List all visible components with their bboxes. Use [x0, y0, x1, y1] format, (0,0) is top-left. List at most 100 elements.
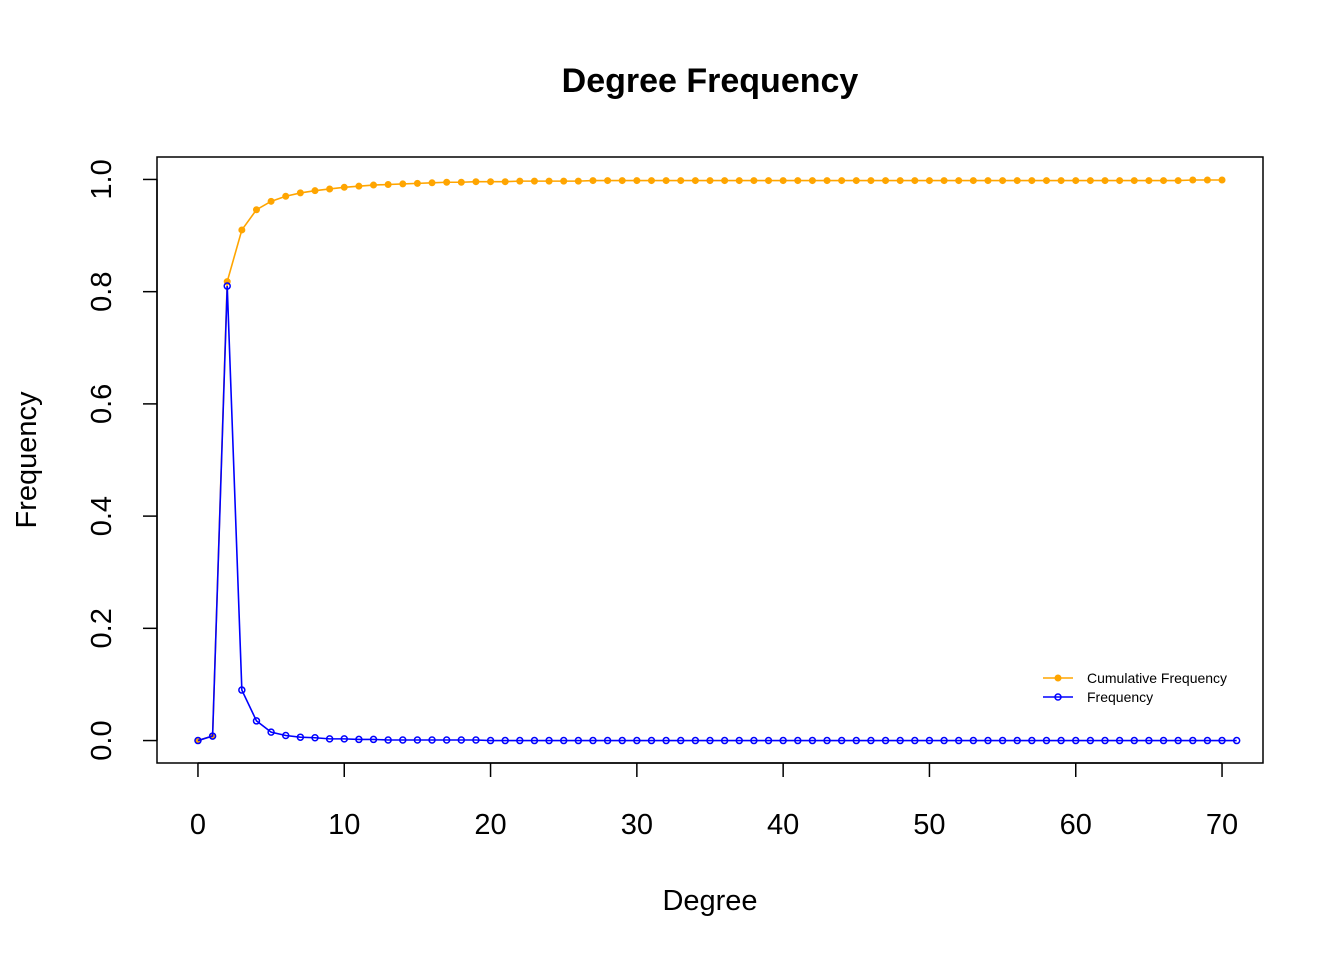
data-point-frequency [720, 736, 729, 745]
data-point-cumulative-frequency [765, 177, 773, 185]
data-point-cumulative-frequency [808, 177, 816, 185]
y-axis-label: Frequency [11, 391, 43, 529]
data-point-cumulative-frequency [984, 177, 992, 185]
data-point-cumulative-frequency [472, 178, 480, 186]
data-point-frequency [384, 736, 392, 744]
data-point-frequency [998, 736, 1007, 745]
data-point-frequency [325, 735, 334, 743]
data-point-cumulative-frequency [1013, 177, 1021, 185]
data-point-cumulative-frequency [955, 177, 963, 185]
data-point-cumulative-frequency [1218, 176, 1226, 184]
data-point-cumulative-frequency [457, 178, 465, 186]
data-point-frequency [1028, 736, 1036, 745]
data-point-frequency [457, 736, 466, 744]
data-point-frequency [545, 736, 553, 745]
data-point-cumulative-frequency [1203, 176, 1211, 184]
data-point-cumulative-frequency [750, 177, 758, 185]
data-point-frequency [852, 736, 861, 745]
data-point-frequency [1115, 736, 1124, 745]
data-point-frequency [399, 736, 407, 744]
data-point-frequency [516, 736, 524, 745]
data-point-cumulative-frequency [589, 177, 597, 185]
data-point-cumulative-frequency [443, 178, 451, 186]
data-point-cumulative-frequency [1160, 177, 1168, 185]
data-point-frequency [823, 736, 831, 745]
data-point-frequency [1203, 736, 1212, 745]
data-point-frequency [1232, 736, 1241, 745]
data-point-cumulative-frequency [1101, 177, 1109, 185]
data-point-cumulative-frequency [238, 226, 246, 234]
data-point-cumulative-frequency [1189, 176, 1197, 184]
data-point-frequency [794, 736, 802, 745]
data-point-cumulative-frequency [1057, 177, 1065, 185]
legend-marker-frequency [1054, 693, 1062, 701]
data-point-frequency [296, 733, 305, 741]
series-cumulative-frequency [194, 176, 1226, 745]
data-point-cumulative-frequency [721, 177, 729, 185]
data-point-frequency [881, 736, 890, 745]
data-point-cumulative-frequency [282, 192, 290, 200]
data-point-frequency [574, 736, 583, 745]
data-point-cumulative-frequency [1130, 177, 1138, 185]
data-point-frequency [1013, 736, 1021, 745]
legend: Cumulative Frequency Frequency [1043, 670, 1227, 705]
data-point-cumulative-frequency [487, 178, 495, 186]
data-point-cumulative-frequency [399, 180, 407, 188]
y-tick-label: 1.0 [86, 159, 118, 199]
data-point-frequency [1101, 736, 1109, 745]
data-point-frequency [647, 736, 656, 745]
data-point-frequency [530, 736, 539, 745]
chart-title: Degree Frequency [562, 62, 859, 100]
data-point-frequency [706, 736, 714, 745]
data-point-cumulative-frequency [1086, 177, 1094, 185]
data-point-cumulative-frequency [501, 178, 509, 186]
data-point-frequency [676, 736, 685, 745]
data-point-cumulative-frequency [1028, 177, 1036, 185]
data-point-cumulative-frequency [896, 177, 904, 185]
x-tick-label: 10 [328, 809, 360, 841]
y-tick-label: 0.6 [86, 384, 118, 424]
y-tick-label: 0.8 [86, 272, 118, 312]
data-point-cumulative-frequency [1116, 177, 1124, 185]
data-point-frequency [837, 736, 846, 745]
data-point-cumulative-frequency [1042, 177, 1050, 185]
x-tick-label: 60 [1060, 809, 1092, 841]
y-axis: 0.0 0.2 0.4 0.6 0.8 1.0 [86, 159, 158, 761]
data-point-frequency [1086, 736, 1095, 745]
data-point-frequency [735, 736, 744, 745]
data-point-cumulative-frequency [1072, 177, 1080, 185]
data-point-frequency [369, 735, 378, 744]
series-frequency [194, 282, 1241, 745]
data-point-frequency [954, 736, 963, 745]
data-point-frequency [1174, 736, 1182, 745]
data-point-frequency [1189, 736, 1197, 745]
data-point-frequency [1159, 736, 1168, 745]
data-point-frequency [442, 736, 451, 744]
series-layer [194, 176, 1241, 745]
data-point-cumulative-frequency [794, 177, 802, 185]
data-point-cumulative-frequency [852, 177, 860, 185]
data-point-frequency [589, 736, 597, 745]
data-point-cumulative-frequency [911, 177, 919, 185]
data-point-frequency [969, 736, 978, 745]
x-tick-label: 70 [1206, 809, 1238, 841]
data-point-cumulative-frequency [618, 177, 626, 185]
data-point-cumulative-frequency [1174, 177, 1182, 185]
data-point-frequency [355, 735, 363, 744]
data-point-cumulative-frequency [940, 177, 948, 185]
data-point-frequency [940, 736, 948, 745]
data-point-frequency [618, 736, 626, 745]
data-point-cumulative-frequency [706, 177, 714, 185]
data-point-cumulative-frequency [633, 177, 641, 185]
data-point-frequency [896, 736, 904, 745]
data-point-frequency [764, 736, 773, 745]
data-point-cumulative-frequency [428, 179, 436, 187]
data-point-frequency [208, 732, 217, 740]
data-point-frequency [223, 282, 231, 290]
data-point-frequency [808, 736, 817, 745]
x-axis: 0 10 20 30 40 50 60 70 [190, 762, 1238, 841]
data-point-frequency [194, 736, 202, 745]
data-point-frequency [867, 736, 875, 745]
